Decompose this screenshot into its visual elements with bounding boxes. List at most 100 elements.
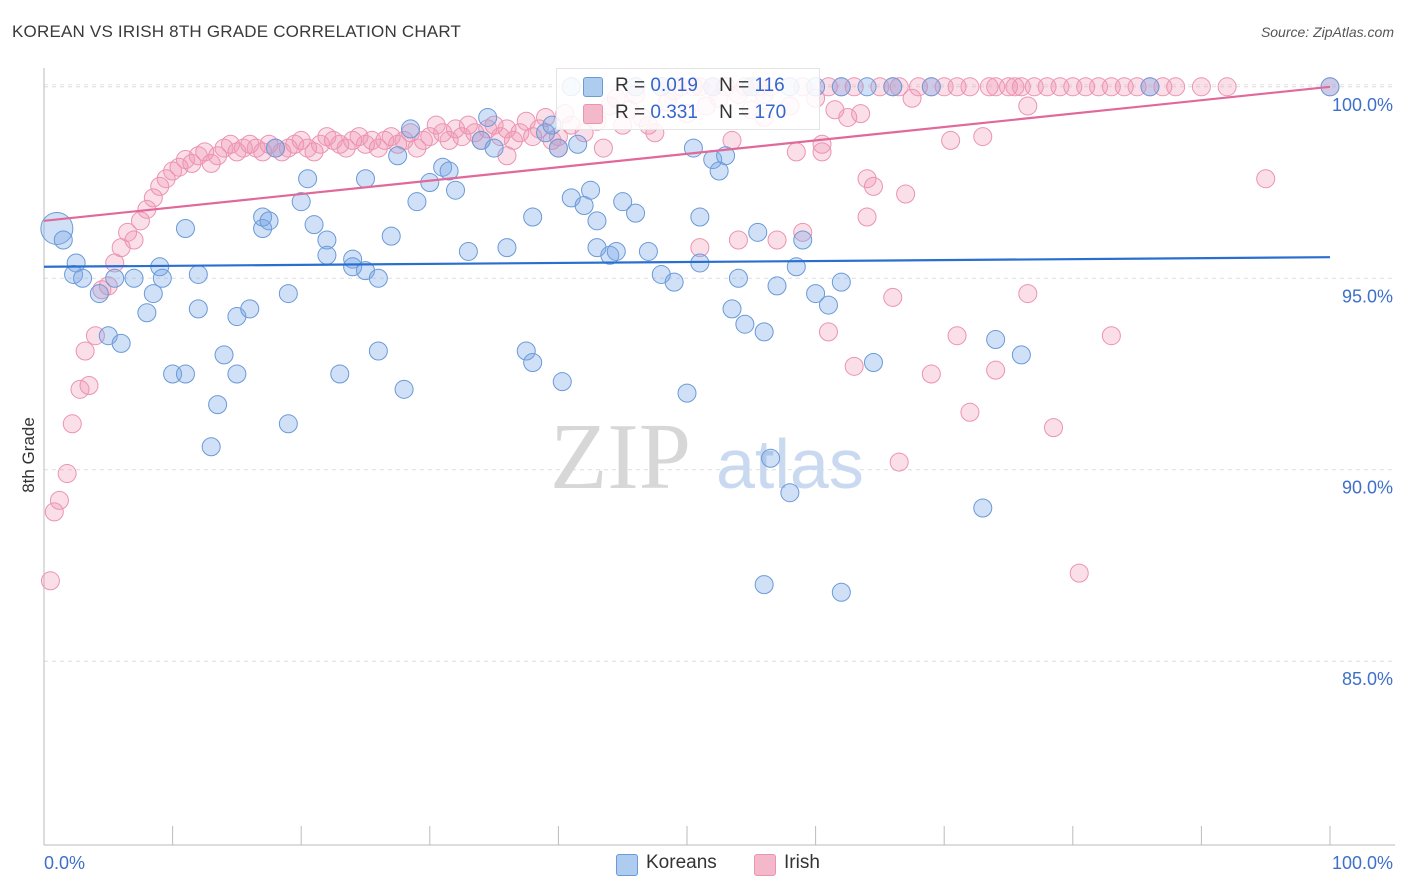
y-tick-label: 95.0% [1342, 286, 1393, 306]
korean-point [735, 314, 755, 334]
korean-point [986, 330, 1006, 350]
korean-point [240, 299, 260, 319]
korean-point [214, 345, 234, 365]
irish-point [536, 107, 556, 127]
korean-point [368, 341, 388, 361]
korean-point [368, 268, 388, 288]
irish-point [368, 138, 388, 158]
irish-point [420, 127, 440, 147]
irish-point [426, 115, 446, 135]
irish-point [169, 157, 189, 177]
korean-point [265, 138, 285, 158]
korean-point [188, 299, 208, 319]
korean-point [818, 295, 838, 315]
korean-point [401, 119, 421, 139]
irish-point [310, 134, 330, 154]
irish-point [143, 188, 163, 208]
x-tick-label: 100.0% [1332, 853, 1393, 873]
korean-point [548, 138, 568, 158]
irish-point [491, 127, 511, 147]
korean-point [175, 218, 195, 238]
legend-label-irish: Irish [784, 852, 820, 873]
irish-point [793, 222, 813, 242]
irish-point [124, 230, 144, 250]
korean-point [754, 575, 774, 595]
korean-point [111, 333, 131, 353]
legend-swatch-koreans [616, 854, 638, 876]
irish-point [381, 127, 401, 147]
irish-point [851, 104, 871, 124]
korean-point [728, 268, 748, 288]
irish-point [960, 402, 980, 422]
irish-point [208, 146, 228, 166]
irish-point [75, 341, 95, 361]
legend-r-value-koreans: 0.019 [650, 75, 698, 96]
korean-point [478, 107, 498, 127]
korean-point [208, 395, 228, 415]
chart-title: KOREAN VS IRISH 8TH GRADE CORRELATION CH… [12, 22, 462, 41]
irish-point [156, 169, 176, 189]
korean-point [523, 353, 543, 373]
korean-point [748, 222, 768, 242]
irish-trend-line [43, 85, 1331, 222]
korean-point [484, 138, 504, 158]
korean-point [388, 146, 408, 166]
legend-label-koreans: Koreans [646, 852, 717, 873]
korean-point [606, 241, 626, 261]
korean-point [330, 364, 350, 384]
korean-point [175, 364, 195, 384]
irish-point [40, 571, 60, 591]
korean-point [89, 284, 109, 304]
korean-point [152, 268, 172, 288]
irish-point [973, 127, 993, 147]
irish-point [1018, 284, 1038, 304]
irish-point [118, 222, 138, 242]
korean-point [497, 238, 517, 258]
irish-point [902, 88, 922, 108]
korean-point [754, 322, 774, 342]
irish-point [1191, 77, 1211, 97]
legend-r-value-irish: 0.331 [650, 102, 698, 123]
watermark: ZIP atlas [550, 405, 864, 509]
axes [43, 68, 1395, 846]
irish-point [786, 142, 806, 162]
irish-point [150, 176, 170, 196]
korean-point [793, 230, 813, 250]
korean-point [259, 211, 279, 231]
korean-point [291, 192, 311, 212]
korean-point [1140, 77, 1160, 97]
korean-point [343, 257, 363, 277]
irish-point [921, 364, 941, 384]
korean-point [439, 161, 459, 181]
korean-point [831, 77, 851, 97]
korean-point [394, 379, 414, 399]
irish-point [253, 142, 273, 162]
irish-point [336, 138, 356, 158]
irish-point [812, 134, 832, 154]
irish-point [79, 375, 99, 395]
irish-point [452, 127, 472, 147]
watermark-zip: ZIP [550, 405, 691, 509]
y-tick-label: 85.0% [1342, 669, 1393, 689]
koreans-trend-line [43, 256, 1331, 268]
legend-swatch-irish [754, 854, 776, 876]
korean-point [664, 272, 684, 292]
irish-point [896, 184, 916, 204]
korean-point [638, 241, 658, 261]
korean-point [831, 582, 851, 602]
irish-point [1018, 96, 1038, 116]
irish-point [433, 123, 453, 143]
legend-n-label: N = [719, 102, 750, 123]
irish-point [838, 107, 858, 127]
korean-point [516, 341, 536, 361]
korean-point [536, 123, 556, 143]
irish-point [812, 142, 832, 162]
irish-point [484, 115, 504, 135]
legend-n-label: N = [719, 75, 750, 96]
korean-point [278, 284, 298, 304]
irish-point [960, 77, 980, 97]
irish-point [844, 356, 864, 376]
irish-point [818, 322, 838, 342]
y-tick-label: 90.0% [1342, 478, 1393, 498]
irish-point [510, 123, 530, 143]
